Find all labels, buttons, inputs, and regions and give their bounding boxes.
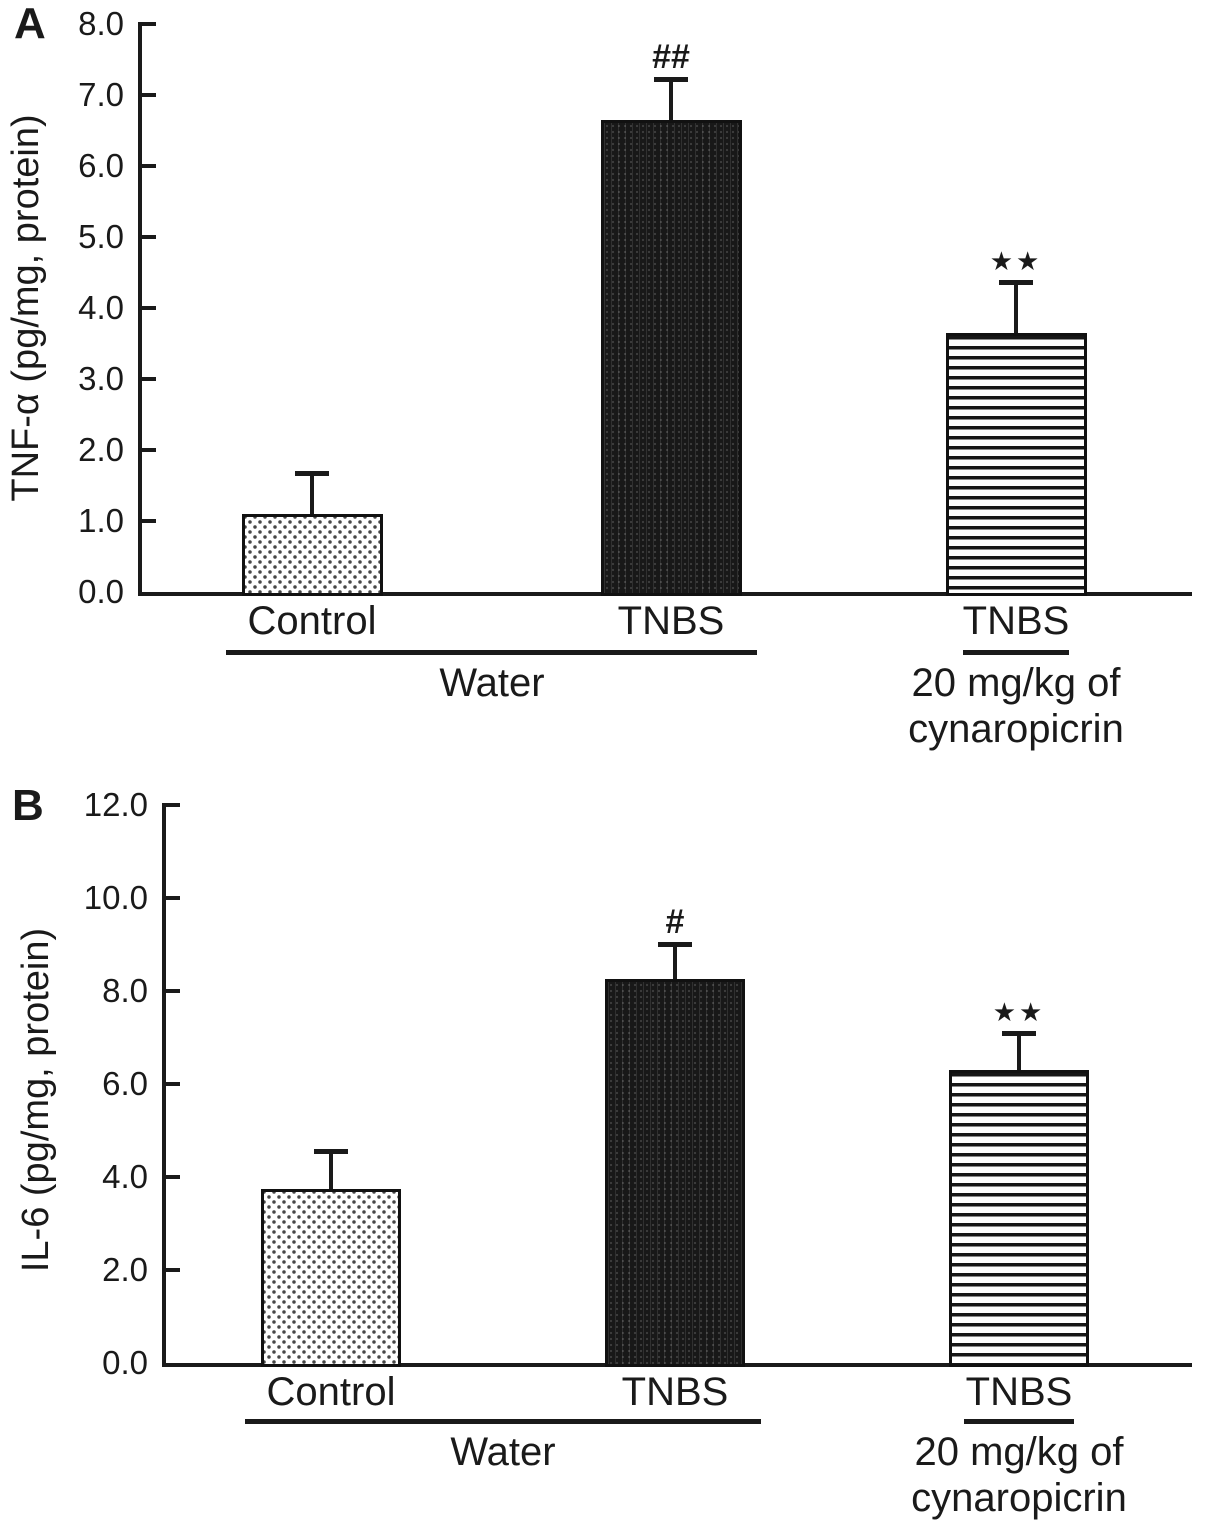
group-underline <box>964 1419 1074 1424</box>
error-bar-line <box>310 471 314 516</box>
panel-a-category-label: TNBS <box>617 599 725 643</box>
panel-a-category-label: Control <box>247 599 377 643</box>
panel-a-y-tick-label: 2.0 <box>78 431 124 468</box>
group-label-line: Water <box>439 661 545 705</box>
panel-a-y-tick <box>142 377 156 381</box>
panel-b-y-tick-label: 8.0 <box>102 972 148 1009</box>
panel-a-y-tick-label: 6.0 <box>78 147 124 184</box>
panel-b-category-label: TNBS <box>965 1370 1073 1414</box>
panel-a-y-tick <box>142 164 156 168</box>
group-label-line: 20 mg/kg of <box>911 661 1121 705</box>
significance-mark: ## <box>652 38 690 76</box>
error-bar-cap <box>314 1149 348 1154</box>
panel-a-y-tick <box>142 306 156 310</box>
panel-b-y-tick <box>166 803 180 807</box>
panel-b-y-axis-line <box>162 803 166 1367</box>
error-bar-cap <box>654 77 688 82</box>
error-bar-cap <box>295 471 329 476</box>
panel-a-y-tick-label: 1.0 <box>78 502 124 539</box>
panel-b-letter: B <box>12 781 44 830</box>
panel-a-y-tick <box>142 235 156 239</box>
significance-mark: ★★ <box>992 997 1046 1027</box>
panel-b-y-tick-label: 12.0 <box>83 786 148 823</box>
panel-a-y-tick-label: 7.0 <box>78 76 124 113</box>
group-label-line: cynaropicrin <box>911 1476 1127 1520</box>
panel-b-category-label: Control <box>266 1370 396 1414</box>
panel-b-category-label: TNBS <box>621 1370 729 1414</box>
group-label-line: cynaropicrin <box>908 707 1124 751</box>
error-bar-line <box>669 77 673 122</box>
panel-b-bar-control-1 <box>261 1189 401 1367</box>
panel-a-y-tick-label: 0.0 <box>78 573 124 610</box>
panel-b-y-tick-label: 10.0 <box>83 879 148 916</box>
panel-a-y-axis-line <box>138 22 142 596</box>
panel-a-category-label: TNBS <box>962 599 1070 643</box>
panel-a-bar-tnbs-3 <box>946 333 1087 596</box>
panel-a-y-tick-label: 5.0 <box>78 218 124 255</box>
panel-b-y-tick-label: 0.0 <box>102 1344 148 1381</box>
panel-a-y-tick <box>142 519 156 523</box>
panel-b-bar-tnbs-3 <box>949 1070 1089 1367</box>
panel-a-y-tick <box>142 22 156 26</box>
group-label-line: Water <box>450 1430 556 1474</box>
significance-mark: ★★ <box>989 246 1043 276</box>
panel-b-y-tick <box>166 1175 180 1179</box>
panel-a-y-tick-label: 8.0 <box>78 5 124 42</box>
group-underline <box>245 1419 761 1424</box>
group-label-line: 20 mg/kg of <box>914 1430 1124 1474</box>
error-bar-cap <box>1002 1031 1036 1036</box>
panel-a-y-tick-label: 4.0 <box>78 289 124 326</box>
panel-a-y-tick <box>142 93 156 97</box>
panel-b-y-tick <box>166 989 180 993</box>
panel-a-bar-control-1 <box>242 514 383 596</box>
significance-mark: # <box>665 903 685 941</box>
panel-b-y-tick <box>166 896 180 900</box>
panel-b-y-tick-label: 4.0 <box>102 1158 148 1195</box>
panel-b-bar-tnbs-2 <box>605 979 745 1367</box>
panel-b-y-tick <box>166 1268 180 1272</box>
error-bar-cap <box>658 942 692 947</box>
group-underline <box>963 650 1069 655</box>
panel-a-bar-tnbs-2 <box>601 120 742 596</box>
error-bar-cap <box>999 280 1033 285</box>
error-bar-line <box>1014 280 1018 335</box>
error-bar-line <box>1017 1031 1021 1073</box>
panel-a-y-tick <box>142 448 156 452</box>
panel-a-letter: A <box>14 0 46 48</box>
panel-b-y-tick-label: 2.0 <box>102 1251 148 1288</box>
panel-b-y-tick-label: 6.0 <box>102 1065 148 1102</box>
panel-b-y-tick <box>166 1082 180 1086</box>
error-bar-line <box>673 942 677 981</box>
panel-a-y-tick-label: 3.0 <box>78 360 124 397</box>
error-bar-line <box>329 1149 333 1191</box>
group-underline <box>226 650 757 655</box>
